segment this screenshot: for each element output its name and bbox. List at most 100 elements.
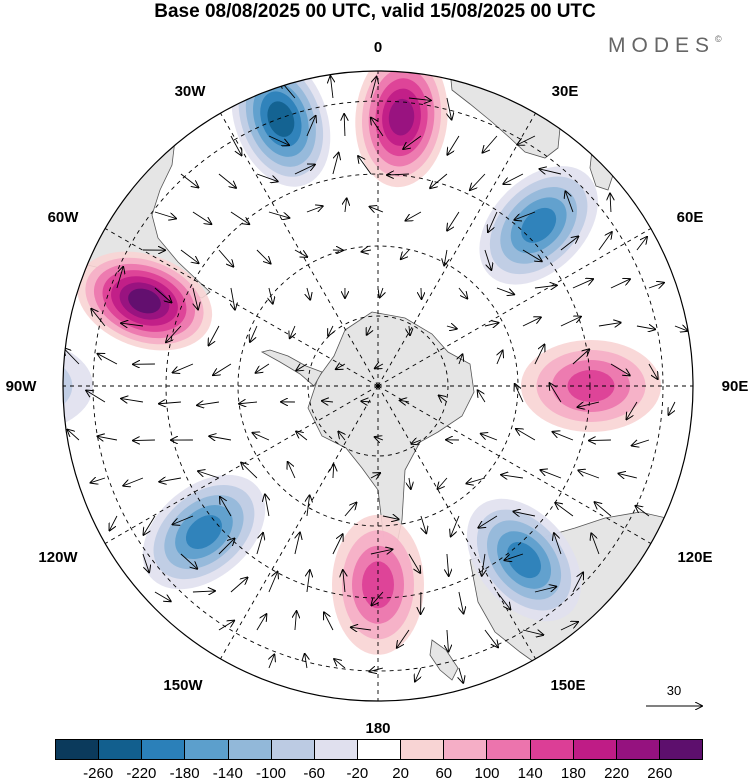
- wind-arrow: [306, 206, 323, 213]
- colorbar-tick-label: 100: [474, 765, 500, 782]
- wind-arrow: [635, 506, 650, 517]
- anomaly-contour: [521, 207, 557, 243]
- wind-arrow: [515, 384, 524, 403]
- wind-arrow: [504, 553, 524, 560]
- brand-mark: ©: [715, 34, 722, 44]
- wind-arrow: [64, 348, 80, 365]
- wind-arrow: [481, 434, 498, 441]
- wind-arrow: [231, 287, 235, 310]
- wind-arrow: [406, 211, 422, 221]
- wind-arrow: [86, 390, 106, 403]
- wind-arrow: [403, 135, 422, 149]
- wind-arrow: [632, 439, 650, 446]
- wind-arrow: [409, 325, 410, 335]
- wind-arrow: [496, 287, 514, 294]
- wind-arrow: [534, 587, 556, 593]
- lon-label-30w: 30W: [175, 83, 207, 100]
- wind-arrow: [345, 198, 347, 213]
- wind-arrow: [514, 211, 536, 220]
- wind-arrow: [296, 364, 308, 371]
- wind-arrow: [572, 572, 583, 593]
- wind-arrow: [674, 326, 688, 331]
- wind-arrow: [218, 173, 236, 188]
- wind-arrow: [610, 279, 630, 289]
- wind-arrow: [180, 553, 197, 569]
- wind-arrow: [447, 553, 449, 576]
- wind-arrow: [447, 211, 460, 231]
- wind-arrow: [371, 118, 384, 137]
- wind-arrow: [550, 383, 562, 403]
- colorbar-swatch: [487, 740, 531, 759]
- anomaly-contour: [267, 101, 295, 137]
- wind-arrow: [220, 497, 232, 517]
- colorbar-swatch: [271, 740, 315, 759]
- wind-arrow: [344, 114, 345, 137]
- wind-arrow: [439, 395, 448, 402]
- wind-arrow: [143, 515, 156, 535]
- colorbar-tick-label: 20: [392, 765, 409, 782]
- wind-arrow: [589, 440, 611, 441]
- colorbar-tick-label: 60: [435, 765, 453, 782]
- wind-arrow: [343, 570, 345, 593]
- wind-arrow: [415, 667, 421, 681]
- wind-arrow: [370, 549, 392, 554]
- wind-arrow: [197, 402, 220, 405]
- anomaly-contour: [507, 542, 541, 579]
- wind-arrow: [166, 325, 182, 342]
- wind-arrow: [370, 77, 377, 99]
- wind-arrow: [382, 516, 399, 519]
- colorbar-tick-label: 140: [517, 765, 543, 782]
- wind-arrow: [648, 363, 658, 379]
- lon-label-0: 0: [374, 39, 382, 56]
- colorbar-swatch: [56, 740, 100, 759]
- wind-arrow: [619, 474, 638, 478]
- wind-arrow: [230, 211, 249, 224]
- lon-label-150e: 150E: [550, 677, 585, 694]
- wind-arrow: [330, 76, 333, 99]
- anomaly-layer: [63, 71, 661, 655]
- wind-arrow: [218, 538, 235, 555]
- lon-label-180: 180: [365, 720, 390, 737]
- colorbar-swatch: [228, 740, 272, 759]
- lon-label-30e: 30E: [552, 83, 579, 100]
- wind-arrow: [91, 309, 106, 327]
- wind-arrow: [358, 156, 372, 175]
- wind-arrow: [554, 533, 562, 555]
- wind-arrow: [294, 165, 315, 175]
- lon-label-60w: 60W: [48, 209, 80, 226]
- wind-arrow: [421, 515, 426, 533]
- wind-arrow: [572, 349, 589, 365]
- wind-arrow: [268, 211, 289, 218]
- colorbar-swatch: [357, 740, 402, 759]
- wind-arrow: [375, 364, 384, 368]
- wind-arrow: [421, 287, 422, 299]
- wind-arrow: [451, 515, 460, 536]
- wind-arrow: [269, 654, 274, 669]
- wind-arrow: [91, 478, 106, 483]
- wind-arrow: [362, 250, 372, 252]
- wind-arrow: [351, 627, 372, 630]
- wind-arrow: [503, 173, 524, 184]
- antarctica-land: [307, 311, 475, 562]
- wind-arrow: [268, 572, 278, 593]
- anomaly-contour: [567, 370, 615, 402]
- colorbar-swatch: [659, 740, 703, 759]
- lon-label-60e: 60E: [677, 209, 704, 226]
- wind-arrow: [307, 287, 310, 300]
- wind-arrow: [307, 570, 310, 593]
- colorbar-swatch: [401, 740, 445, 759]
- latitude-circle-80s: [307, 315, 449, 457]
- wind-arrow: [334, 659, 346, 669]
- colorbar-swatch: [142, 740, 186, 759]
- wind-arrow: [121, 399, 144, 402]
- wind-arrow: [159, 478, 182, 482]
- wind-arrow: [256, 363, 270, 373]
- wind-arrow: [459, 591, 464, 614]
- wind-arrow: [369, 668, 384, 672]
- wind-arrow: [484, 629, 498, 647]
- colorbar-tick-label: -20: [346, 765, 369, 782]
- colorbar-swatch: [185, 740, 229, 759]
- wind-arrow: [256, 533, 263, 555]
- lon-label-90e: 90E: [722, 378, 749, 395]
